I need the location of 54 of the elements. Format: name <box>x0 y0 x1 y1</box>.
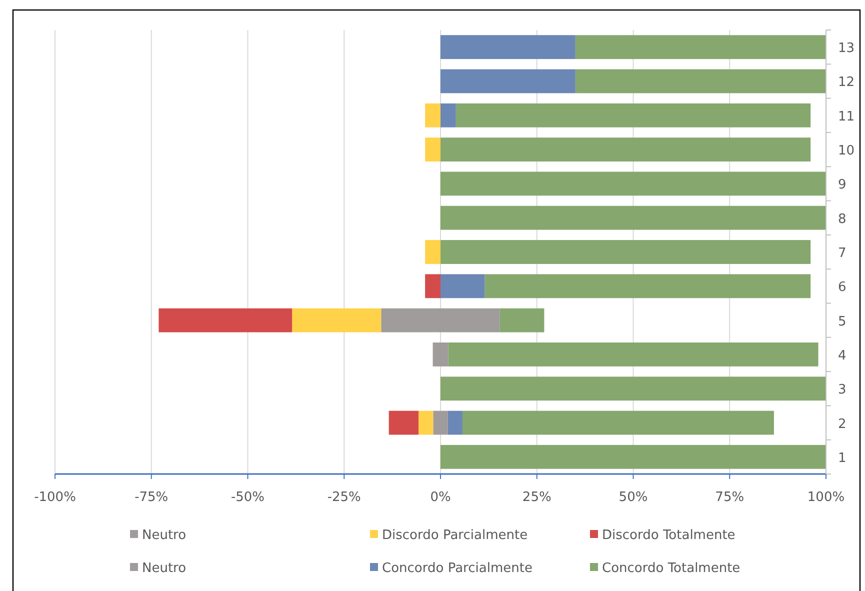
legend-label: Neutro <box>142 528 186 543</box>
x-tick-label: 0% <box>430 490 451 505</box>
x-tick-label: -100% <box>34 490 76 505</box>
x-tick-label: -75% <box>134 490 168 505</box>
bar <box>425 138 440 162</box>
bar <box>462 410 774 435</box>
bar <box>388 410 419 435</box>
bar <box>440 172 826 196</box>
y-tick-label: 5 <box>838 314 846 330</box>
y-tick-label: 2 <box>838 416 846 432</box>
y-tick-label: 10 <box>838 144 855 159</box>
x-tick-label: 100% <box>807 490 845 505</box>
y-tick-label: 12 <box>838 75 855 90</box>
bar <box>425 240 440 264</box>
bar <box>418 410 434 435</box>
bar <box>440 444 826 469</box>
bar <box>425 274 440 298</box>
bar <box>575 35 826 60</box>
y-tick-label: 7 <box>838 246 846 261</box>
bar <box>440 206 826 230</box>
y-tick-label: 3 <box>838 382 846 398</box>
legend-label: Neutro <box>142 561 186 576</box>
bar <box>440 240 811 264</box>
bar <box>440 103 456 128</box>
y-tick-label: 4 <box>838 348 846 364</box>
bar <box>484 274 811 298</box>
x-tick-label: -25% <box>327 490 361 505</box>
bar <box>440 138 811 162</box>
bar <box>440 69 576 94</box>
bar <box>440 274 485 298</box>
legend-label: Concordo Totalmente <box>602 561 740 576</box>
legend-label: Concordo Parcialmente <box>382 561 532 576</box>
y-tick-label: 6 <box>838 280 846 296</box>
y-tick-label: 1 <box>838 450 846 466</box>
legend-label: Discordo Totalmente <box>602 528 736 543</box>
y-tick-label: 13 <box>838 41 855 56</box>
y-tick-label: 8 <box>838 212 846 227</box>
bar <box>440 376 826 401</box>
bar <box>440 35 576 60</box>
bar <box>575 69 826 94</box>
x-tick-label: 75% <box>715 490 744 505</box>
bar <box>158 308 292 332</box>
y-tick-label: 11 <box>838 109 855 124</box>
bar <box>448 342 818 366</box>
bar <box>425 103 440 128</box>
x-tick-label: -50% <box>230 490 265 505</box>
x-tick-label: 50% <box>618 490 648 505</box>
legend-label: Discordo Parcialmente <box>382 528 528 543</box>
bar <box>500 308 544 332</box>
bar <box>292 308 382 332</box>
bar <box>448 410 462 435</box>
x-tick-label: 25% <box>522 490 552 505</box>
y-tick-label: 9 <box>838 178 846 193</box>
bar <box>456 103 811 128</box>
